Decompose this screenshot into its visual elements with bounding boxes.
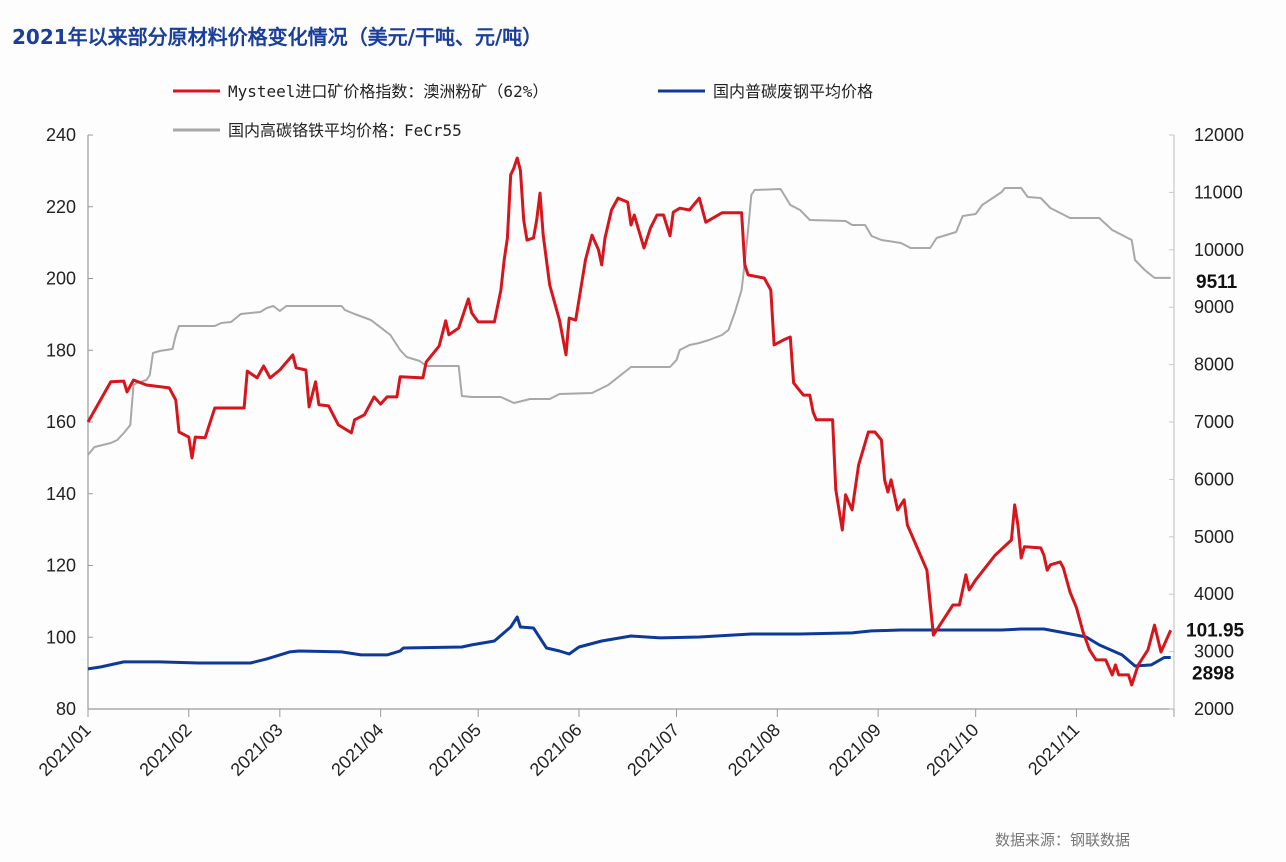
left-axis-tick-label: 240 — [46, 125, 76, 145]
right-axis-tick-label: 7000 — [1194, 412, 1234, 432]
left-axis-tick-label: 80 — [56, 699, 76, 719]
left-axis-tick-label: 200 — [46, 269, 76, 289]
left-axis-tick-label: 140 — [46, 484, 76, 504]
x-axis-tick-label: 2021/08 — [724, 720, 784, 780]
x-axis-tick-label: 2021/07 — [623, 720, 683, 780]
x-axis-tick-label: 2021/03 — [227, 720, 287, 780]
x-axis-tick-label: 2021/02 — [135, 720, 195, 780]
right-axis-tick-label: 9000 — [1194, 297, 1234, 317]
legend: Mysteel进口矿价格指数：澳洲粉矿（62%） 国内普碳废钢平均价格 国内高碳… — [173, 82, 873, 140]
right-axis-tick-label: 2000 — [1194, 699, 1234, 719]
x-axis-tick-label: 2021/11 — [1024, 720, 1083, 779]
x-axis-tick-label: 2021/06 — [526, 720, 586, 780]
left-axis-tick-label: 220 — [46, 197, 76, 217]
right-axis-tick-label: 11000 — [1194, 182, 1243, 202]
scrap-steel-line — [87, 615, 1171, 671]
x-axis-tick-label: 2021/04 — [327, 720, 387, 780]
axes: 80 100 120 140 160 180 200 220 240 2000 3000 4000 50… — [35, 125, 1244, 780]
end-labels: 101.95 2898 9511 — [1186, 272, 1245, 685]
x-axis-tick-label: 2021/05 — [425, 720, 485, 780]
scrap-steel-end-label: 2898 — [1192, 663, 1234, 684]
right-axis-tick-label: 4000 — [1194, 584, 1234, 604]
x-axis-tick-label: 2021/10 — [922, 720, 982, 780]
left-axis-tick-label: 160 — [46, 412, 76, 432]
legend-label-ferrochrome: 国内高碳铬铁平均价格：FeCr55 — [228, 121, 462, 140]
iron-ore-line — [86, 156, 1173, 687]
right-axis-tick-label: 3000 — [1194, 642, 1234, 662]
ferrochrome-end-label: 9511 — [1196, 272, 1238, 293]
right-axis-tick-label: 6000 — [1194, 469, 1234, 489]
legend-label-scrap: 国内普碳废钢平均价格 — [713, 82, 873, 101]
right-axis-tick-label: 8000 — [1194, 355, 1234, 375]
legend-label-iron-ore: Mysteel进口矿价格指数：澳洲粉矿（62%） — [228, 82, 548, 101]
right-axis-tick-label: 10000 — [1194, 240, 1244, 260]
iron-ore-end-label: 101.95 — [1186, 620, 1245, 641]
left-axis-tick-label: 120 — [46, 556, 76, 576]
left-axis-tick-label: 100 — [46, 627, 76, 647]
ferrochrome-line — [87, 187, 1171, 456]
right-axis-tick-label: 12000 — [1194, 125, 1244, 145]
series-lines — [86, 156, 1173, 687]
x-axis-tick-label: 2021/09 — [825, 720, 885, 780]
right-axis-tick-label: 5000 — [1194, 527, 1234, 547]
x-axis-tick-label: 2021/01 — [35, 720, 95, 780]
chart-title: 2021年以来部分原材料价格变化情况（美元/干吨、元/吨） — [12, 25, 542, 49]
left-axis-tick-label: 180 — [46, 340, 76, 360]
source-note: 数据来源：钢联数据 — [995, 831, 1130, 849]
